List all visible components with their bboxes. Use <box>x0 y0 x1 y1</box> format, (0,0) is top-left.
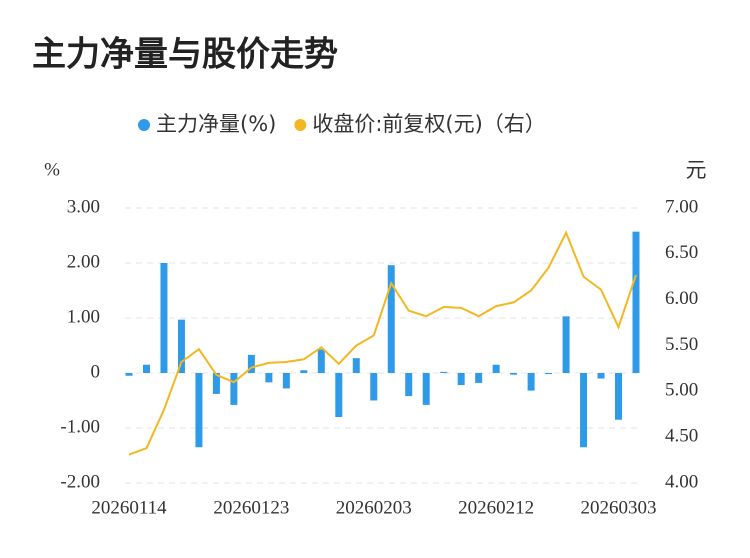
y-tick-label: 2.00 <box>67 251 100 272</box>
bar <box>527 373 535 391</box>
legend-label: 主力净量(%) <box>156 112 276 136</box>
bar <box>195 373 203 448</box>
bar <box>317 349 325 373</box>
x-tick-label: 20260303 <box>581 497 657 518</box>
bar <box>475 373 483 383</box>
x-tick-label: 20260203 <box>336 497 412 518</box>
y2-axis-label: 元 <box>686 158 707 182</box>
legend-marker <box>138 119 150 131</box>
y-tick-label: 3.00 <box>67 196 100 217</box>
y-tick-label: 1.00 <box>67 306 100 327</box>
bar <box>457 373 465 386</box>
bar <box>265 373 273 383</box>
bar <box>160 263 168 373</box>
bar <box>562 316 570 373</box>
bar <box>247 354 255 373</box>
bar <box>370 373 378 401</box>
y2-tick-label: 6.50 <box>665 242 698 263</box>
bar <box>300 370 308 373</box>
bar <box>615 373 623 420</box>
bar <box>142 364 150 373</box>
bar <box>282 373 290 389</box>
bar <box>632 231 640 373</box>
y2-tick-label: 4.50 <box>665 426 698 447</box>
bar <box>230 373 238 405</box>
bar <box>440 371 448 373</box>
y2-tick-label: 5.50 <box>665 334 698 355</box>
bar <box>510 373 518 375</box>
bar <box>335 373 343 417</box>
bar <box>387 265 395 373</box>
y-tick-label: -1.00 <box>60 416 100 437</box>
bar <box>212 373 220 394</box>
bar <box>125 373 133 376</box>
bar <box>352 358 360 373</box>
legend-marker <box>294 119 307 131</box>
chart-title: 主力净量与股价走势 <box>32 35 338 75</box>
bar <box>597 373 605 379</box>
y2-tick-label: 6.00 <box>665 288 698 309</box>
legend-label: 收盘价:前复权(元)（右） <box>312 112 545 136</box>
y-tick-label: 0 <box>91 361 101 382</box>
y-axis-label: % <box>44 159 60 180</box>
bar <box>492 364 500 373</box>
x-tick-label: 20260123 <box>213 497 289 518</box>
bar <box>422 373 430 405</box>
x-tick-label: 20260212 <box>458 497 534 518</box>
bar <box>405 373 413 397</box>
x-tick-label: 20260114 <box>91 497 167 518</box>
y-tick-label: -2.00 <box>60 471 100 492</box>
y2-tick-label: 7.00 <box>665 196 698 217</box>
bar <box>580 373 588 448</box>
y2-tick-label: 4.00 <box>665 471 698 492</box>
price-line <box>128 230 637 456</box>
bar <box>545 373 553 375</box>
y2-tick-label: 5.00 <box>665 380 698 401</box>
bar <box>177 319 185 373</box>
